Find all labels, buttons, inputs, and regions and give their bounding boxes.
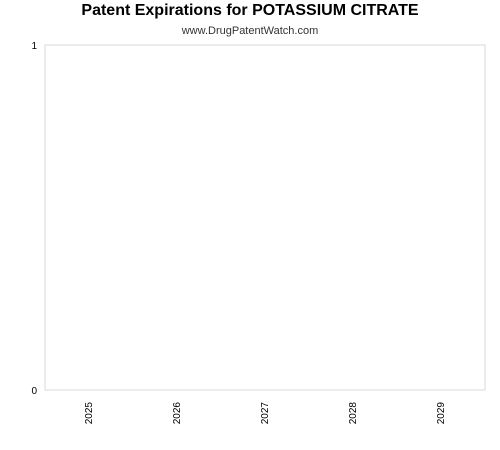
x-tick-label: 2026 — [172, 402, 183, 425]
y-tick-label: 1 — [31, 41, 37, 52]
chart-subtitle: www.DrugPatentWatch.com — [181, 25, 319, 37]
y-tick-label: 0 — [31, 386, 37, 397]
x-tick-label: 2025 — [84, 402, 95, 425]
y-axis-ticks: 01 — [31, 41, 37, 397]
plot-frame — [44, 44, 486, 391]
x-tick-label: 2029 — [436, 402, 447, 425]
x-axis-ticks: 2025 2026 2027 2028 2029 — [84, 402, 447, 425]
x-tick-label: 2028 — [348, 402, 359, 425]
x-tick-label: 2027 — [260, 402, 271, 425]
chart-title: Patent Expirations for POTASSIUM CITRATE — [81, 2, 419, 19]
